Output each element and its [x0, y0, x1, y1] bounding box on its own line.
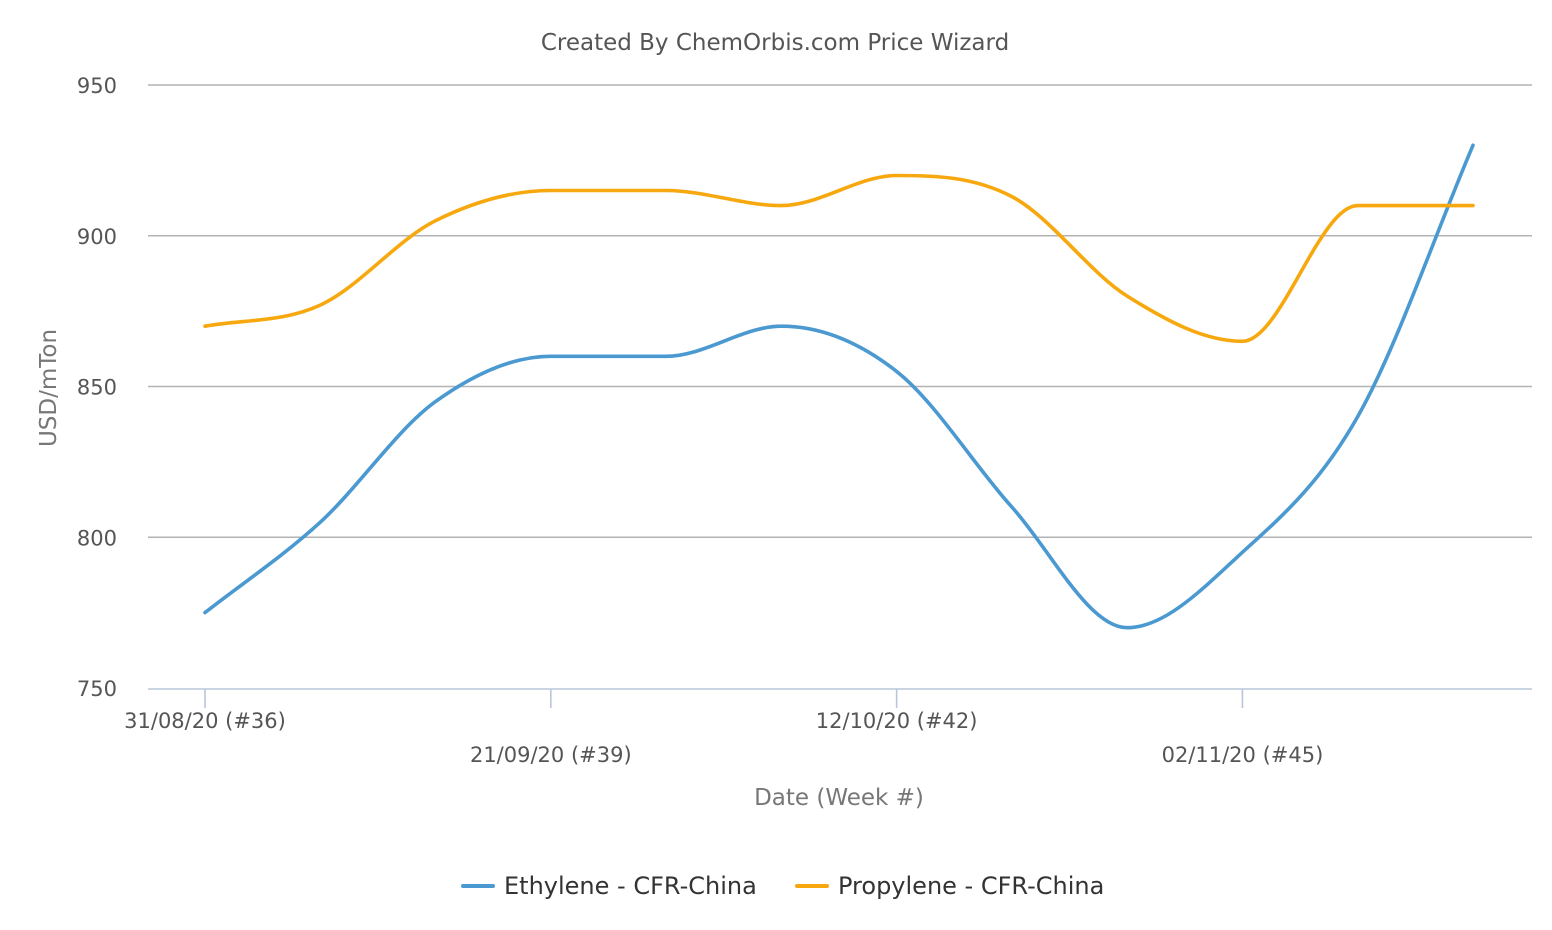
series-line-propylene	[203, 173, 1475, 344]
x-tick-label: 21/09/20 (#39)	[470, 743, 632, 767]
chart-title: Created By ChemOrbis.com Price Wizard	[541, 30, 1009, 56]
y-tick-label: 750	[77, 677, 117, 701]
y-axis-title: USD/mTon	[36, 329, 62, 447]
series-lines	[203, 143, 1475, 630]
x-axis: 31/08/20 (#36) 21/09/20 (#39) 12/10/20 (#4…	[124, 688, 1532, 767]
series-line-ethylene	[203, 143, 1475, 630]
y-tick-label: 800	[77, 526, 117, 550]
x-tick-label: 02/11/20 (#45)	[1162, 743, 1324, 767]
y-tick-label: 850	[77, 376, 117, 400]
y-axis-tick-labels: 950 900 850 800 750	[77, 74, 117, 701]
legend: Ethylene - CFR-China Propylene - CFR-Chin…	[461, 872, 1104, 900]
legend-label-propylene: Propylene - CFR-China	[838, 872, 1104, 900]
x-tick-label: 31/08/20 (#36)	[124, 709, 286, 733]
y-tick-label: 950	[77, 74, 117, 98]
y-tick-label: 900	[77, 225, 117, 249]
x-axis-title: Date (Week #)	[754, 785, 924, 811]
gridlines	[148, 84, 1532, 539]
legend-label-ethylene: Ethylene - CFR-China	[504, 872, 757, 900]
x-tick-label: 12/10/20 (#42)	[816, 709, 978, 733]
